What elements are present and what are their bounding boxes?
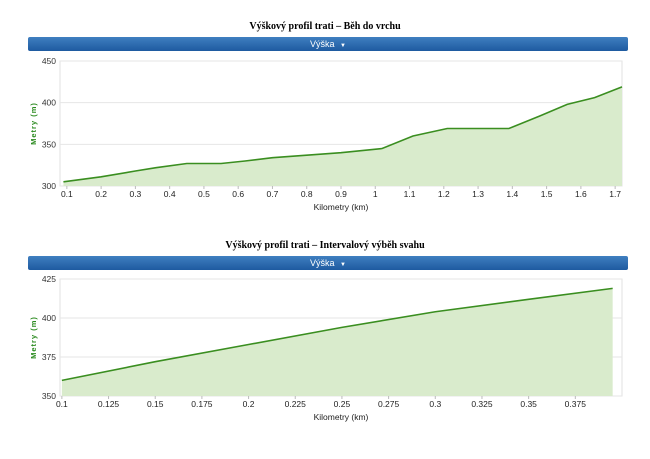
y-tick-label: 350 (42, 139, 56, 149)
x-tick-label: 1.3 (472, 189, 484, 199)
x-tick-label: 0.1 (56, 399, 68, 409)
x-axis-label: Kilometry (km) (314, 412, 369, 422)
x-tick-label: 1.7 (609, 189, 621, 199)
metric-dropdown-label: Výška (310, 258, 335, 268)
x-tick-label: 0.375 (565, 399, 587, 409)
x-tick-label: 0.175 (191, 399, 213, 409)
y-axis-label: Metry (m) (29, 316, 38, 359)
x-tick-label: 0.1 (61, 189, 73, 199)
y-tick-label: 425 (42, 274, 56, 284)
metric-dropdown[interactable]: Výška ▼ (28, 37, 628, 51)
x-tick-label: 1.5 (541, 189, 553, 199)
x-axis-label: Kilometry (km) (314, 202, 369, 212)
y-tick-label: 300 (42, 181, 56, 191)
x-tick-label: 0.325 (471, 399, 493, 409)
y-axis-label: Metry (m) (29, 102, 38, 145)
area-fill (61, 288, 613, 396)
y-tick-label: 400 (42, 313, 56, 323)
x-tick-label: 0.8 (301, 189, 313, 199)
caret-down-icon: ▼ (340, 262, 346, 268)
y-tick-label: 375 (42, 352, 56, 362)
x-tick-label: 0.15 (147, 399, 164, 409)
x-tick-label: 1 (373, 189, 378, 199)
y-tick-label: 450 (42, 56, 56, 66)
chart-header-bar: Výška ▼ (28, 37, 628, 51)
x-tick-label: 1.2 (438, 189, 450, 199)
x-tick-label: 0.25 (334, 399, 351, 409)
metric-dropdown-label: Výška (310, 39, 335, 49)
x-tick-label: 0.7 (267, 189, 279, 199)
elevation-chart-1: 300 350 400 450 0.1 0.2 0.3 0.4 0.5 0.6 0.7 0.8 0.9 1… (29, 56, 623, 212)
chart-header-bar: Výška ▼ (28, 256, 628, 270)
x-tick-label: 0.2 (243, 399, 255, 409)
caret-down-icon: ▼ (340, 43, 346, 49)
x-tick-label: 0.2 (95, 189, 107, 199)
x-tick-label: 0.35 (520, 399, 537, 409)
x-tick-label: 0.6 (232, 189, 244, 199)
x-tick-label: 0.4 (164, 189, 176, 199)
area-fill (63, 86, 623, 186)
x-tick-label: 0.5 (198, 189, 210, 199)
x-tick-label: 1.1 (404, 189, 416, 199)
y-tick-label: 400 (42, 98, 56, 108)
x-tick-label: 1.6 (575, 189, 587, 199)
y-tick-label: 350 (42, 391, 56, 401)
x-tick-label: 0.3 (129, 189, 141, 199)
metric-dropdown[interactable]: Výška ▼ (28, 256, 628, 270)
x-tick-label: 1.4 (506, 189, 518, 199)
x-tick-label: 0.3 (429, 399, 441, 409)
x-tick-label: 0.125 (98, 399, 120, 409)
x-tick-label: 0.225 (285, 399, 307, 409)
chart-title: Výškový profil trati – Běh do vrchu (249, 21, 401, 32)
x-tick-label: 0.9 (335, 189, 347, 199)
x-tick-label: 0.275 (378, 399, 400, 409)
chart-title: Výškový profil trati – Intervalový výběh… (225, 240, 425, 251)
